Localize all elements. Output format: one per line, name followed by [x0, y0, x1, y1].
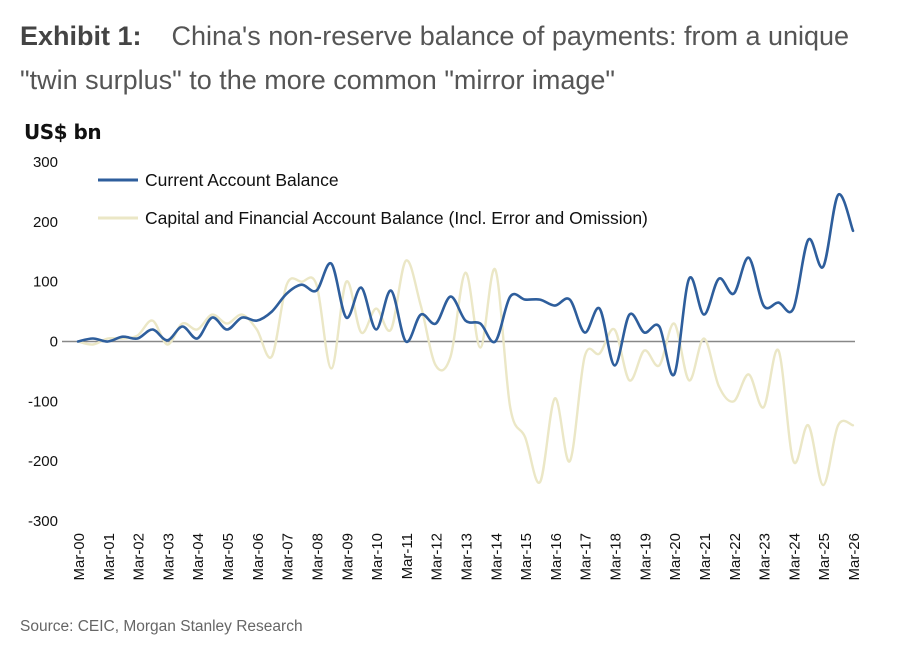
x-tick-label: Mar-13: [459, 533, 476, 581]
x-tick-label: Mar-15: [518, 533, 535, 581]
x-tick-label: Mar-20: [667, 533, 684, 581]
x-tick-label: Mar-25: [816, 533, 833, 581]
x-tick-label: Mar-18: [608, 533, 625, 581]
legend-capital-account-label: Capital and Financial Account Balance (I…: [145, 208, 648, 228]
x-tick-label: Mar-05: [220, 533, 237, 581]
chart-title: Exhibit 1: China's non-reserve balance of…: [20, 14, 880, 102]
x-tick-label: Mar-06: [250, 533, 267, 581]
x-tick-label: Mar-11: [399, 533, 416, 579]
y-tick-label: 200: [33, 214, 58, 231]
y-tick-label: -100: [28, 393, 58, 410]
y-tick-label: -200: [28, 453, 58, 470]
legend-current-account-label: Current Account Balance: [145, 170, 339, 190]
x-tick-label: Mar-00: [71, 533, 88, 581]
y-tick-label: 100: [33, 274, 58, 291]
x-tick-label: Mar-23: [757, 533, 774, 581]
capital-account-line: [76, 259, 855, 487]
exhibit-label: Exhibit 1:: [20, 21, 142, 51]
x-tick-label: Mar-09: [339, 533, 356, 581]
x-tick-label: Mar-12: [429, 533, 446, 581]
x-tick-label: Mar-10: [369, 533, 386, 581]
x-tick-label: Mar-07: [280, 533, 297, 581]
x-tick-label: Mar-26: [846, 533, 863, 581]
y-tick-label: -300: [28, 513, 58, 530]
x-tick-label: Mar-01: [101, 533, 118, 581]
x-tick-label: Mar-14: [488, 533, 505, 581]
x-tick-label: Mar-08: [309, 533, 326, 581]
title-text: China's non-reserve balance of payments:…: [20, 21, 850, 95]
x-tick-label: Mar-22: [727, 533, 744, 581]
x-tick-label: Mar-21: [697, 533, 714, 581]
x-tick-label: Mar-17: [578, 533, 595, 581]
x-tick-label: Mar-19: [637, 533, 654, 581]
x-tick-label: Mar-04: [190, 533, 207, 581]
x-tick-label: Mar-03: [160, 533, 177, 581]
current-account-line: [76, 193, 855, 377]
y-tick-label: 0: [50, 334, 58, 351]
x-tick-label: Mar-24: [786, 533, 803, 581]
x-tick-label: Mar-16: [548, 533, 565, 581]
x-tick-label: Mar-02: [131, 533, 148, 581]
y-tick-label: 300: [33, 154, 58, 171]
source-note: Source: CEIC, Morgan Stanley Research: [20, 618, 303, 635]
y-axis-unit-label: US$ bn: [24, 120, 102, 144]
